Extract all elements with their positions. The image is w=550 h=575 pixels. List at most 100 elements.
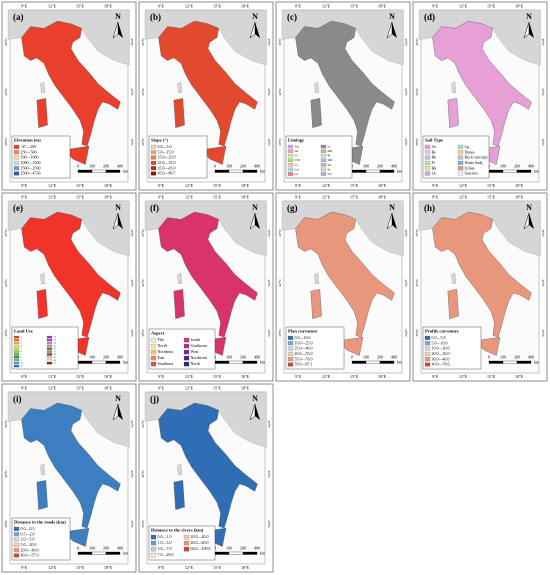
lat-tick-label: 42°N	[130, 88, 134, 96]
legend-swatch	[13, 526, 20, 531]
legend-label: Urban	[465, 165, 475, 170]
lat-tick-label: 42°N	[541, 88, 545, 96]
scale-label: 100	[89, 545, 95, 550]
map-panel: 9°E 9°E 12°E 12°E 15°E 15°E 18°E 18°E 45°N 45°N 42…	[275, 1, 411, 191]
legend-box	[285, 326, 345, 370]
lon-tick-label: 15°E	[213, 565, 222, 570]
legend-label: Fl	[432, 160, 436, 165]
legend-box	[148, 135, 208, 179]
lat-tick-label: 45°N	[267, 38, 271, 46]
lon-tick-label: 15°E	[487, 194, 496, 199]
legend-label: Dunes	[465, 149, 476, 154]
legend-label: East	[158, 355, 166, 360]
legend-title: Aspect	[151, 331, 165, 336]
lat-tick-label: 45°N	[141, 38, 145, 46]
legend-label: 0.0—5.0	[432, 335, 446, 340]
lat-tick-label: 45°N	[4, 38, 8, 46]
legend-label: 17	[54, 351, 57, 353]
legend-title: Distance to the roads (km)	[14, 520, 66, 525]
legend-title: Elevation (m)	[14, 138, 41, 143]
legend-label: 3.0—7.0	[158, 546, 172, 551]
panel-label: (e)	[13, 203, 23, 213]
legend-box	[422, 326, 482, 370]
lon-tick-label: 12°E	[185, 183, 194, 188]
legend-label: 1000—1500	[21, 160, 41, 165]
scale-label: 100	[226, 545, 232, 550]
scale-bar	[516, 360, 532, 364]
panel-label: (d)	[424, 12, 435, 22]
lon-tick-label: 12°E	[459, 183, 468, 188]
legend-label: 25.0—35.0	[158, 160, 176, 165]
legend-swatch	[13, 350, 20, 353]
lon-tick-label: 18°E	[241, 183, 250, 188]
legend-title: Land Use	[14, 329, 33, 334]
legend-label: 19	[54, 357, 56, 359]
legend-swatch	[183, 540, 190, 546]
scale-bar	[214, 551, 230, 555]
legend-swatch	[46, 359, 53, 362]
scale-label: 100	[500, 163, 506, 168]
lon-tick-label: 12°E	[185, 374, 194, 379]
scale-label: 100	[500, 354, 506, 359]
lat-tick-label: 42°N	[4, 279, 8, 287]
scale-label: 0	[488, 354, 490, 359]
lon-tick-label: 9°E	[432, 194, 439, 199]
lon-tick-label: 12°E	[48, 183, 57, 188]
lon-tick-label: 18°E	[104, 3, 113, 8]
legend-label: 5.0—10.0	[432, 340, 448, 345]
north-label: N	[526, 12, 532, 21]
lon-tick-label: 15°E	[487, 3, 496, 8]
scale-bar	[379, 360, 395, 364]
lon-tick-label: 9°E	[158, 565, 165, 570]
lon-tick-label: 15°E	[76, 194, 85, 199]
lon-tick-label: 15°E	[350, 3, 359, 8]
legend-swatch	[424, 351, 431, 356]
legend-swatch	[320, 144, 327, 149]
legend-swatch	[13, 553, 20, 558]
legend-swatch	[13, 160, 20, 165]
panel-label: (b)	[150, 12, 161, 22]
lat-tick-label: 45°N	[4, 229, 8, 237]
lat-tick-label: 42°N	[541, 279, 545, 287]
lat-tick-label: 39°N	[415, 329, 419, 337]
lat-tick-label: 39°N	[404, 138, 408, 146]
scale-unit: km	[534, 168, 540, 173]
legend-title: Plan curvature	[288, 329, 317, 334]
legend-swatch	[424, 346, 431, 351]
legend-swatch	[150, 343, 157, 349]
lat-tick-label: 45°N	[404, 38, 408, 46]
legend-swatch	[13, 542, 20, 547]
lon-tick-label: 18°E	[104, 194, 113, 199]
lon-tick-label: 18°E	[104, 565, 113, 570]
north-arrow	[529, 22, 534, 38]
legend-swatch	[287, 357, 294, 362]
legend-swatch	[457, 160, 464, 165]
lon-tick-label: 18°E	[515, 183, 524, 188]
legend-label: 15.0—25.0	[158, 155, 176, 160]
lon-tick-label: 15°E	[350, 374, 359, 379]
scale-bar	[228, 360, 244, 364]
lat-tick-label: 45°N	[541, 38, 545, 46]
panel-label: (a)	[13, 12, 24, 22]
lat-tick-label: 39°N	[130, 138, 134, 146]
lat-tick-label: 45°N	[4, 420, 8, 428]
legend-swatch	[183, 355, 190, 361]
lon-tick-label: 9°E	[21, 183, 28, 188]
legend-swatch	[13, 344, 20, 347]
legend-label: 500—1000	[21, 155, 39, 160]
lon-tick-label: 9°E	[432, 183, 439, 188]
north-arrow	[255, 213, 260, 229]
scale-label: 100	[89, 354, 95, 359]
scale-label: 200	[240, 545, 246, 550]
legend-label: North	[191, 361, 200, 366]
lon-tick-label: 18°E	[241, 374, 250, 379]
scale-label: 0	[77, 163, 79, 168]
lat-tick-label: 45°N	[278, 229, 282, 237]
legend-label: 2500—4736	[21, 171, 41, 176]
lon-tick-label: 9°E	[295, 374, 302, 379]
legend-swatch	[13, 155, 20, 160]
legend-title: Profile curvature	[425, 329, 459, 334]
map-panel: 9°E 9°E 12°E 12°E 15°E 15°E 18°E 18°E 45°N 45°N 42…	[1, 383, 137, 573]
legend-swatch	[150, 150, 157, 155]
